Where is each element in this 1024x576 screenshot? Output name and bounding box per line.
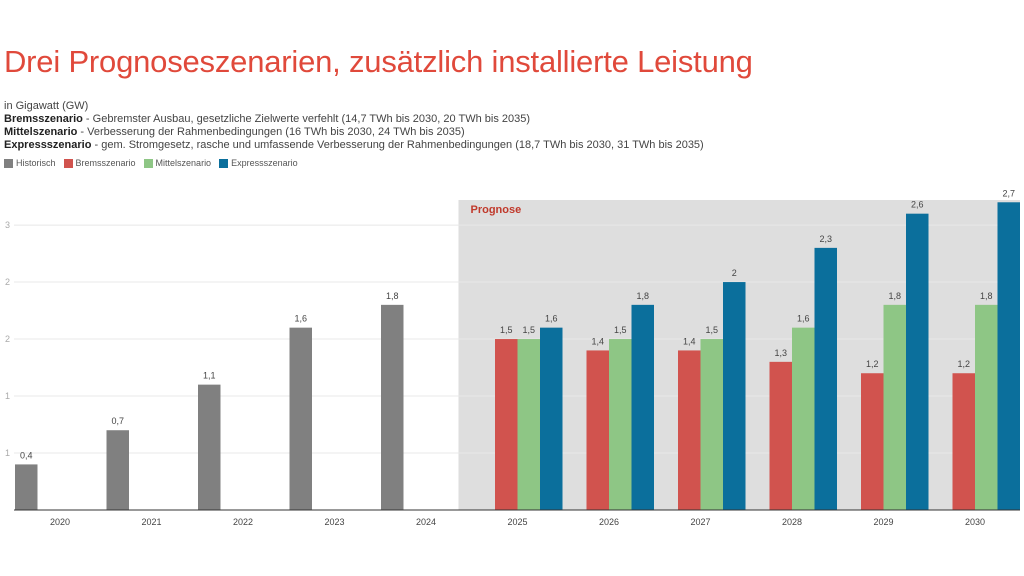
data-label: 1,5 [705, 325, 718, 335]
legend-swatch [143, 158, 153, 168]
y-tick-label: 3 [5, 220, 10, 230]
data-label: 2,7 [1002, 188, 1015, 198]
data-label: 1,6 [294, 314, 307, 324]
legend-swatch [63, 158, 73, 168]
y-tick-label: 2 [5, 334, 10, 344]
data-label: 1,6 [545, 314, 558, 324]
legend-item-historisch[interactable]: Historisch [4, 158, 56, 168]
data-label: 2,6 [911, 200, 924, 210]
bar-bremsszenario-2028 [769, 361, 792, 510]
data-label: 1,5 [500, 325, 513, 335]
legend-label: Mittelszenario [155, 158, 212, 168]
legend-swatch [4, 158, 13, 168]
desc-text: - Gebremster Ausbau, gesetzliche Zielwer… [82, 113, 531, 125]
bar-bremsszenario-2029 [861, 373, 884, 510]
data-label: 1,8 [980, 291, 993, 301]
bar-bremsszenario-2026 [586, 350, 609, 510]
x-tick-label: 2022 [233, 517, 253, 527]
bar-expressszenario-2026 [631, 304, 654, 510]
x-tick-label: 2029 [873, 517, 893, 527]
data-label: 1,8 [386, 291, 399, 301]
legend-label: Bremsszenario [75, 158, 136, 168]
bar-expressszenario-2029 [906, 213, 929, 511]
data-label: 1,4 [591, 336, 604, 346]
bar-mittelszenario-2029 [883, 304, 906, 510]
x-tick-label: 2024 [416, 517, 436, 527]
data-label: 1,6 [797, 314, 810, 324]
data-label: 1,8 [636, 291, 649, 301]
data-label: 1,4 [683, 336, 696, 346]
bar-bremsszenario-2027 [678, 350, 701, 510]
y-tick-label: 1 [5, 448, 10, 458]
bar-historisch-2021 [106, 430, 129, 510]
data-label: 1,5 [614, 325, 627, 335]
x-tick-label: 2023 [324, 517, 344, 527]
bar-mittelszenario-2030 [975, 304, 998, 510]
bar-bremsszenario-2025 [495, 339, 518, 510]
x-tick-label: 2030 [965, 517, 985, 527]
bar-historisch-2022 [198, 384, 221, 510]
x-tick-label: 2025 [507, 517, 527, 527]
desc-brems: Bremsszenario - Gebremster Ausbau, geset… [4, 113, 530, 125]
bar-historisch-2024 [381, 304, 404, 510]
legend-item-express[interactable]: Expressszenario [219, 158, 298, 168]
bar-mittelszenario-2028 [792, 327, 815, 510]
data-label: 1,3 [774, 348, 787, 358]
data-label: 1,5 [522, 325, 535, 335]
legend-item-brems[interactable]: Bremsszenario [63, 158, 136, 168]
bar-expressszenario-2027 [723, 282, 746, 510]
x-tick-label: 2026 [599, 517, 619, 527]
x-tick-label: 2020 [50, 517, 70, 527]
data-label: 0,7 [111, 416, 124, 426]
prognose-label: Prognose [471, 204, 522, 216]
desc-name: Bremsszenario [4, 113, 83, 125]
desc-text: - gem. Stromgesetz, rasche und umfassend… [91, 139, 704, 151]
bar-expressszenario-2025 [540, 327, 563, 510]
data-label: 1,2 [957, 359, 970, 369]
y-tick-label: 1 [5, 391, 10, 401]
desc-text: - Verbesserung der Rahmenbedingungen (16… [77, 126, 465, 138]
desc-express: Expressszenario - gem. Stromgesetz, rasc… [4, 139, 704, 151]
bar-expressszenario-2028 [814, 247, 837, 510]
chart-title: Drei Prognoseszenarien, zusätzlich insta… [4, 44, 753, 79]
legend-item-mittel[interactable]: Mittelszenario [143, 158, 212, 168]
bar-bremsszenario-2030 [952, 373, 975, 510]
bar-mittelszenario-2025 [517, 339, 540, 510]
unit-line: in Gigawatt (GW) [4, 100, 89, 112]
legend-swatch [219, 158, 229, 168]
bar-expressszenario-2030 [997, 202, 1020, 510]
legend-label: Historisch [16, 158, 56, 168]
bar-historisch-2020 [15, 464, 38, 510]
legend-label: Expressszenario [231, 158, 298, 168]
data-label: 2 [732, 268, 737, 278]
x-tick-label: 2021 [141, 517, 161, 527]
data-label: 1,1 [203, 371, 216, 381]
data-label: 1,8 [888, 291, 901, 301]
desc-name: Expressszenario [4, 139, 92, 151]
desc-mittel: Mittelszenario - Verbesserung der Rahmen… [4, 126, 465, 138]
bar-mittelszenario-2027 [700, 339, 723, 510]
legend: Historisch Bremsszenario Mittelszenario … [4, 158, 298, 168]
desc-name: Mittelszenario [4, 126, 78, 138]
y-tick-label: 2 [5, 277, 10, 287]
x-tick-label: 2027 [690, 517, 710, 527]
bar-mittelszenario-2026 [609, 339, 632, 510]
data-label: 0,4 [20, 450, 33, 460]
data-label: 1,2 [866, 359, 879, 369]
data-label: 2,3 [819, 234, 832, 244]
x-tick-label: 2028 [782, 517, 802, 527]
bar-historisch-2023 [289, 327, 312, 510]
